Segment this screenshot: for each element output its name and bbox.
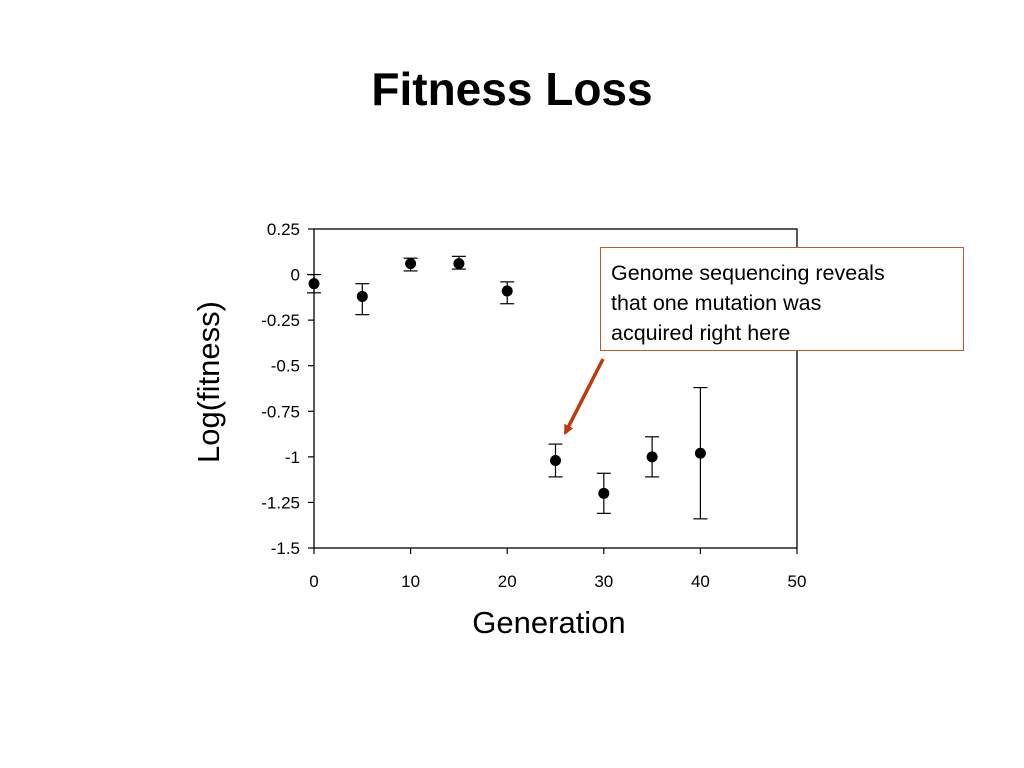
annotation-box: Genome sequencing reveals that one mutat… bbox=[600, 247, 964, 351]
point-marker bbox=[694, 447, 706, 459]
y-tick-label: -1.5 bbox=[271, 539, 300, 558]
x-tick-label: 50 bbox=[788, 572, 807, 591]
plot-frame bbox=[313, 228, 798, 549]
y-tick-label: -1.25 bbox=[261, 493, 300, 512]
point-marker bbox=[453, 258, 465, 270]
data-point bbox=[451, 255, 466, 270]
point-marker bbox=[501, 285, 513, 297]
x-tick-label: 30 bbox=[594, 572, 613, 591]
point-marker bbox=[308, 278, 320, 290]
annotation-line-3: acquired right here bbox=[611, 321, 791, 345]
point-marker bbox=[405, 258, 417, 270]
y-axis: 0.25 0 -0.25 -0.5 -0.75 -1 -1.25 -1.5 bbox=[261, 220, 314, 558]
slide-title: Fitness Loss bbox=[371, 63, 653, 115]
data-point bbox=[645, 436, 660, 478]
y-tick-label: 0 bbox=[291, 266, 300, 285]
data-point bbox=[500, 281, 515, 305]
annotation-arrow bbox=[563, 358, 605, 435]
x-axis: 0 10 20 30 40 50 bbox=[309, 548, 806, 591]
point-marker bbox=[550, 455, 561, 467]
data-point bbox=[548, 443, 563, 478]
y-tick-label: 0.25 bbox=[267, 220, 300, 239]
data-point bbox=[355, 283, 370, 316]
x-tick-label: 40 bbox=[691, 572, 710, 591]
x-axis-label: Generation bbox=[472, 605, 625, 640]
y-tick-label: -0.25 bbox=[261, 311, 300, 330]
data-point bbox=[403, 257, 418, 272]
point-marker bbox=[356, 290, 368, 302]
x-tick-label: 10 bbox=[401, 572, 420, 591]
y-tick-label: -0.5 bbox=[271, 357, 300, 376]
data-point bbox=[693, 386, 708, 520]
annotation-line-2: that one mutation was bbox=[611, 291, 822, 315]
point-marker bbox=[646, 451, 658, 463]
y-tick-label: -0.75 bbox=[261, 402, 300, 421]
y-tick-label: -1 bbox=[285, 448, 300, 467]
point-marker bbox=[598, 487, 610, 499]
y-axis-label: Log(fitness) bbox=[191, 301, 226, 463]
annotation-line-1: Genome sequencing reveals bbox=[611, 261, 885, 285]
data-points bbox=[307, 255, 708, 520]
x-tick-label: 20 bbox=[498, 572, 517, 591]
data-point bbox=[307, 273, 321, 294]
data-point bbox=[596, 472, 611, 514]
x-tick-label: 0 bbox=[309, 572, 318, 591]
